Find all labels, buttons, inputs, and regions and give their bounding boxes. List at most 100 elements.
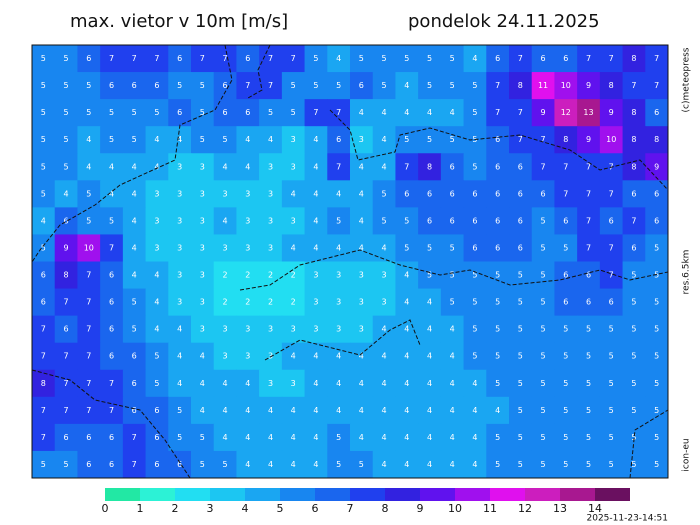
wind-cell bbox=[577, 207, 601, 235]
wind-value: 5 bbox=[654, 406, 659, 415]
wind-value: 5 bbox=[86, 108, 91, 117]
wind-cell bbox=[327, 72, 351, 100]
wind-cell bbox=[531, 207, 555, 235]
wind-value: 5 bbox=[336, 216, 341, 225]
wind-cell bbox=[554, 342, 578, 371]
wind-cell bbox=[645, 45, 669, 73]
wind-cell bbox=[599, 99, 624, 127]
wind-cell bbox=[281, 261, 306, 290]
wind-value: 3 bbox=[223, 352, 228, 361]
legend-swatch bbox=[455, 488, 490, 501]
wind-value: 4 bbox=[291, 243, 296, 252]
wind-value: 9 bbox=[586, 135, 591, 144]
wind-cell bbox=[281, 153, 306, 181]
wind-value: 7 bbox=[563, 162, 568, 171]
wind-cell bbox=[54, 180, 78, 208]
wind-value: 7 bbox=[609, 271, 614, 280]
wind-value: 4 bbox=[291, 433, 296, 442]
wind-value: 5 bbox=[154, 108, 159, 117]
wind-cell bbox=[236, 261, 260, 290]
wind-value: 3 bbox=[359, 325, 364, 334]
wind-cell bbox=[372, 72, 396, 100]
wind-cell bbox=[372, 153, 396, 181]
wind-value: 5 bbox=[450, 298, 455, 307]
wind-cell bbox=[622, 45, 646, 73]
wind-value: 7 bbox=[518, 54, 523, 63]
wind-cell bbox=[213, 369, 237, 398]
wind-cell bbox=[191, 153, 215, 181]
legend-swatch bbox=[525, 488, 560, 501]
wind-cell bbox=[32, 72, 56, 100]
wind-cell bbox=[259, 288, 283, 317]
wind-value: 5 bbox=[609, 406, 614, 415]
wind-cell bbox=[509, 288, 533, 317]
wind-cell bbox=[122, 342, 147, 371]
wind-cell bbox=[509, 423, 533, 452]
wind-value: 3 bbox=[177, 162, 182, 171]
wind-value: 5 bbox=[404, 216, 409, 225]
wind-value: 8 bbox=[631, 135, 636, 144]
wind-cell bbox=[531, 45, 555, 73]
wind-cell bbox=[213, 99, 237, 127]
wind-cell bbox=[213, 261, 237, 290]
wind-value: 4 bbox=[404, 325, 409, 334]
wind-value: 5 bbox=[382, 54, 387, 63]
wind-cell bbox=[259, 45, 283, 73]
wind-cell bbox=[32, 450, 56, 479]
wind-cell bbox=[327, 207, 351, 235]
wind-cell bbox=[191, 261, 215, 290]
wind-cell bbox=[599, 450, 624, 479]
wind-cell bbox=[577, 315, 601, 344]
wind-value: 5 bbox=[86, 216, 91, 225]
wind-cell bbox=[168, 261, 192, 290]
wind-cell bbox=[168, 315, 192, 344]
wind-value: 3 bbox=[177, 271, 182, 280]
wind-value: 3 bbox=[291, 379, 296, 388]
wind-cell bbox=[100, 315, 124, 344]
wind-value: 5 bbox=[563, 352, 568, 361]
wind-value: 6 bbox=[86, 460, 91, 469]
wind-value: 7 bbox=[631, 81, 636, 90]
wind-cell bbox=[168, 423, 192, 452]
color-legend: 0 1 2 3 4 5 6 7 8 9 10 11 12 13 14 bbox=[102, 488, 630, 515]
wind-cell bbox=[168, 72, 192, 100]
wind-cell bbox=[486, 342, 510, 371]
wind-cell bbox=[350, 369, 374, 398]
wind-cell bbox=[645, 423, 669, 452]
wind-value: 6 bbox=[154, 406, 159, 415]
wind-value: 5 bbox=[336, 460, 341, 469]
wind-value: 6 bbox=[177, 460, 182, 469]
wind-cell bbox=[509, 45, 533, 73]
wind-value: 4 bbox=[177, 325, 182, 334]
wind-value: 5 bbox=[472, 298, 477, 307]
wind-cell bbox=[191, 288, 215, 317]
wind-cell bbox=[440, 315, 465, 344]
wind-cell bbox=[531, 72, 555, 100]
wind-value: 6 bbox=[109, 352, 114, 361]
wind-cell bbox=[554, 72, 578, 100]
wind-cell bbox=[259, 369, 283, 398]
wind-cell bbox=[281, 126, 306, 154]
wind-value: 4 bbox=[313, 216, 318, 225]
wind-cell bbox=[281, 288, 306, 317]
wind-cell bbox=[531, 369, 555, 398]
wind-value: 6 bbox=[563, 216, 568, 225]
wind-cell bbox=[350, 153, 374, 181]
wind-cell bbox=[395, 72, 419, 100]
wind-cell bbox=[486, 315, 510, 344]
wind-value: 6 bbox=[132, 81, 137, 90]
wind-cell bbox=[145, 261, 169, 290]
wind-value: 7 bbox=[541, 135, 546, 144]
wind-cell bbox=[486, 369, 510, 398]
wind-cell bbox=[32, 234, 56, 262]
wind-value: 13 bbox=[583, 108, 593, 117]
wind-cell bbox=[191, 126, 215, 154]
wind-value: 6 bbox=[64, 325, 69, 334]
resolution: res.6.5km bbox=[682, 250, 692, 295]
wind-cell bbox=[304, 234, 328, 262]
wind-cell bbox=[122, 369, 147, 398]
wind-cell bbox=[350, 396, 374, 425]
wind-value: 3 bbox=[268, 243, 273, 252]
wind-value: 4 bbox=[313, 135, 318, 144]
wind-cell bbox=[577, 126, 601, 154]
